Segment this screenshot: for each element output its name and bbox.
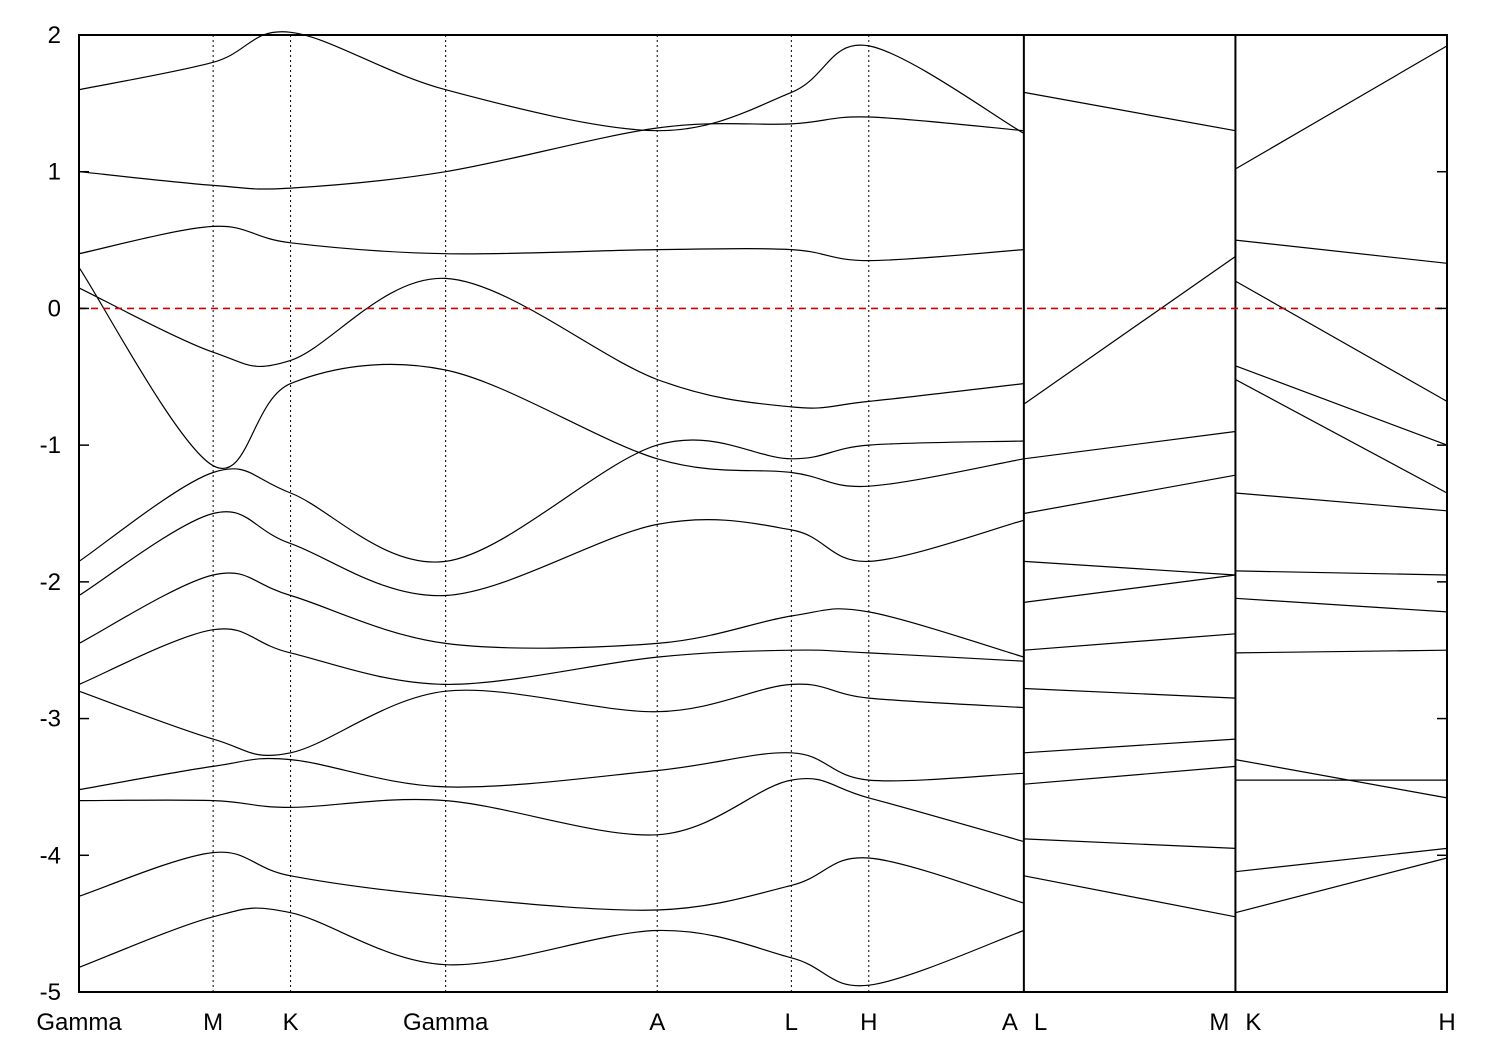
band-line-13: [78, 851, 1025, 911]
x-kpoint-label-gamma: Gamma: [403, 1009, 489, 1036]
band-line-23: [1023, 738, 1236, 754]
band-line-9: [78, 628, 1024, 686]
band-line-34: [1235, 597, 1448, 613]
band-line-30: [1235, 365, 1448, 446]
band-line-3: [78, 225, 1024, 262]
y-tick-label: 1: [48, 159, 61, 186]
band-line-38: [1235, 847, 1448, 873]
band-line-17: [1023, 430, 1236, 460]
band-line-29: [1235, 280, 1448, 402]
x-kpoint-label-h: H: [860, 1009, 877, 1036]
band-line-21: [1023, 633, 1236, 651]
y-tick-label: 2: [48, 22, 61, 49]
x-kpoint-label-a: A: [649, 1009, 665, 1036]
x-kpoint-label-h: H: [1438, 1009, 1455, 1036]
band-line-8: [78, 572, 1025, 658]
band-line-6: [78, 439, 1024, 563]
x-kpoint-label-l: L: [1034, 1009, 1047, 1036]
band-line-12: [78, 777, 1025, 843]
x-kpoint-label-m: M: [203, 1009, 223, 1036]
band-series-group: [78, 31, 1448, 987]
band-line-16: [1023, 256, 1236, 405]
band-line-26: [1023, 875, 1236, 918]
band-line-27: [1235, 45, 1448, 170]
band-line-22: [1023, 687, 1236, 699]
x-kpoint-label-k: K: [283, 1009, 299, 1036]
band-line-2: [78, 116, 1024, 190]
band-line-1: [78, 31, 1025, 134]
band-line-36: [1235, 759, 1448, 799]
x-axis-labels: Gamma M K Gamma A L H A L M K H: [36, 1009, 1455, 1036]
y-tick-label: -4: [40, 842, 61, 869]
band-line-32: [1235, 492, 1448, 512]
band-line-4: [78, 277, 1024, 409]
x-kpoint-label-l: L: [785, 1009, 798, 1036]
y-axis-ticks: -5 -4 -3 -2 -1 0 1 2: [40, 22, 1447, 1006]
band-line-25: [1023, 838, 1236, 849]
y-tick-label: -1: [40, 432, 61, 459]
x-kpoint-label-gamma: Gamma: [36, 1009, 122, 1036]
band-line-28: [1235, 239, 1448, 264]
y-tick-label: -5: [40, 979, 61, 1006]
band-line-33: [1235, 570, 1448, 576]
y-tick-label: -3: [40, 706, 61, 733]
band-line-11: [78, 752, 1024, 791]
x-kpoint-label-k: K: [1245, 1009, 1261, 1036]
kpoint-divider-lines: [212, 35, 1237, 992]
band-line-20: [1023, 574, 1236, 603]
band-line-39: [1235, 857, 1448, 914]
band-line-31: [1235, 378, 1448, 494]
x-kpoint-label-m: M: [1209, 1009, 1229, 1036]
x-kpoint-label-a: A: [1002, 1009, 1018, 1036]
band-line-24: [1023, 765, 1236, 785]
y-tick-label: -2: [40, 569, 61, 596]
plot-frame: [78, 34, 1448, 993]
band-line-10: [78, 683, 1024, 756]
band-line-15: [1023, 91, 1236, 132]
band-line-7: [78, 511, 1025, 597]
band-line-18: [1023, 474, 1236, 515]
band-line-5: [78, 267, 1025, 488]
band-line-14: [78, 907, 1025, 987]
y-tick-label: 0: [48, 295, 61, 322]
band-line-35: [1235, 649, 1448, 654]
band-line-19: [1023, 560, 1236, 576]
